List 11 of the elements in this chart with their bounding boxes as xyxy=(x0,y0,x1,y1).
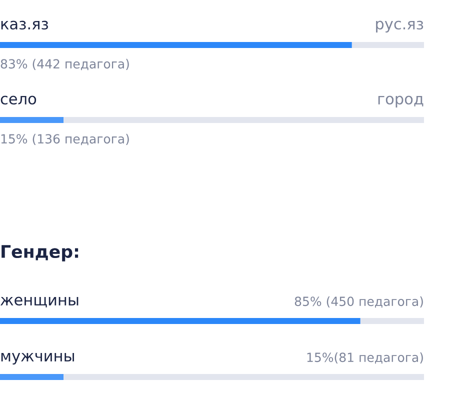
y-tick-label: каз.яз xyxy=(1,20,48,30)
chart-title: Гендер: xyxy=(2,245,78,262)
annotation: рус.яз xyxy=(376,20,424,32)
y-tick-label: село xyxy=(0,96,36,105)
annotation: 15%(81 педагога) xyxy=(307,352,423,364)
annotation: 85% (450 педагога) xyxy=(294,296,423,308)
annotation: город xyxy=(378,96,424,108)
y-tick-label: женщины xyxy=(0,296,78,308)
y-tick-label: мужчины xyxy=(1,352,74,364)
annotation: 15% (136 педагога) xyxy=(1,134,129,146)
annotation: 83% (442 педагога) xyxy=(0,58,129,70)
